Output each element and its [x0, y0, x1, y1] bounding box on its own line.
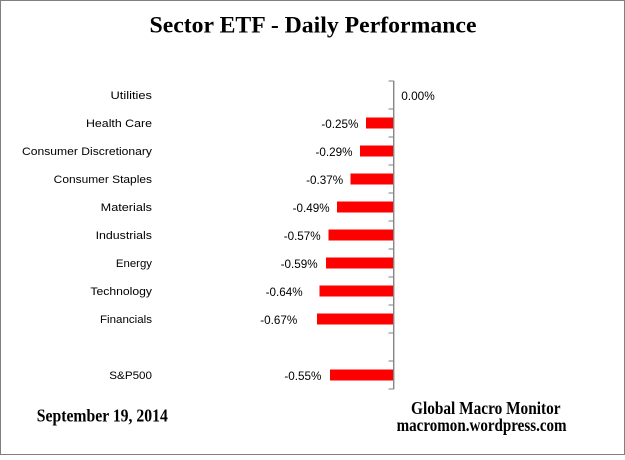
svg-text:-0.37%: -0.37%	[306, 173, 343, 187]
svg-text:0.00%: 0.00%	[401, 89, 435, 103]
svg-text:September 19, 2014: September 19, 2014	[37, 405, 168, 425]
svg-text:Materials: Materials	[101, 202, 153, 214]
svg-text:-0.29%: -0.29%	[316, 145, 353, 159]
svg-text:Global Macro Monitor: Global Macro Monitor	[411, 398, 561, 418]
svg-text:Health Care: Health Care	[86, 118, 152, 130]
svg-text:Utilities: Utilities	[111, 90, 153, 102]
svg-text:Consumer Staples: Consumer Staples	[54, 174, 153, 186]
svg-text:Consumer Discretionary: Consumer Discretionary	[22, 146, 153, 158]
svg-text:S&P500: S&P500	[109, 370, 152, 382]
svg-text:Technology: Technology	[90, 286, 152, 298]
svg-text:macromon.wordpress.com: macromon.wordpress.com	[397, 415, 567, 435]
svg-text:-0.64%: -0.64%	[266, 285, 303, 299]
svg-text:Sector ETF - Daily Performance: Sector ETF - Daily Performance	[150, 13, 477, 38]
svg-text:Energy: Energy	[116, 258, 153, 270]
svg-text:-0.49%: -0.49%	[293, 201, 330, 215]
svg-text:-0.57%: -0.57%	[284, 229, 321, 243]
svg-text:-0.25%: -0.25%	[321, 117, 358, 131]
svg-text:-0.67%: -0.67%	[260, 313, 297, 327]
svg-text:Financials: Financials	[100, 314, 153, 326]
svg-text:-0.55%: -0.55%	[284, 369, 321, 383]
svg-text:Industrials: Industrials	[96, 230, 153, 242]
svg-text:-0.59%: -0.59%	[281, 257, 318, 271]
